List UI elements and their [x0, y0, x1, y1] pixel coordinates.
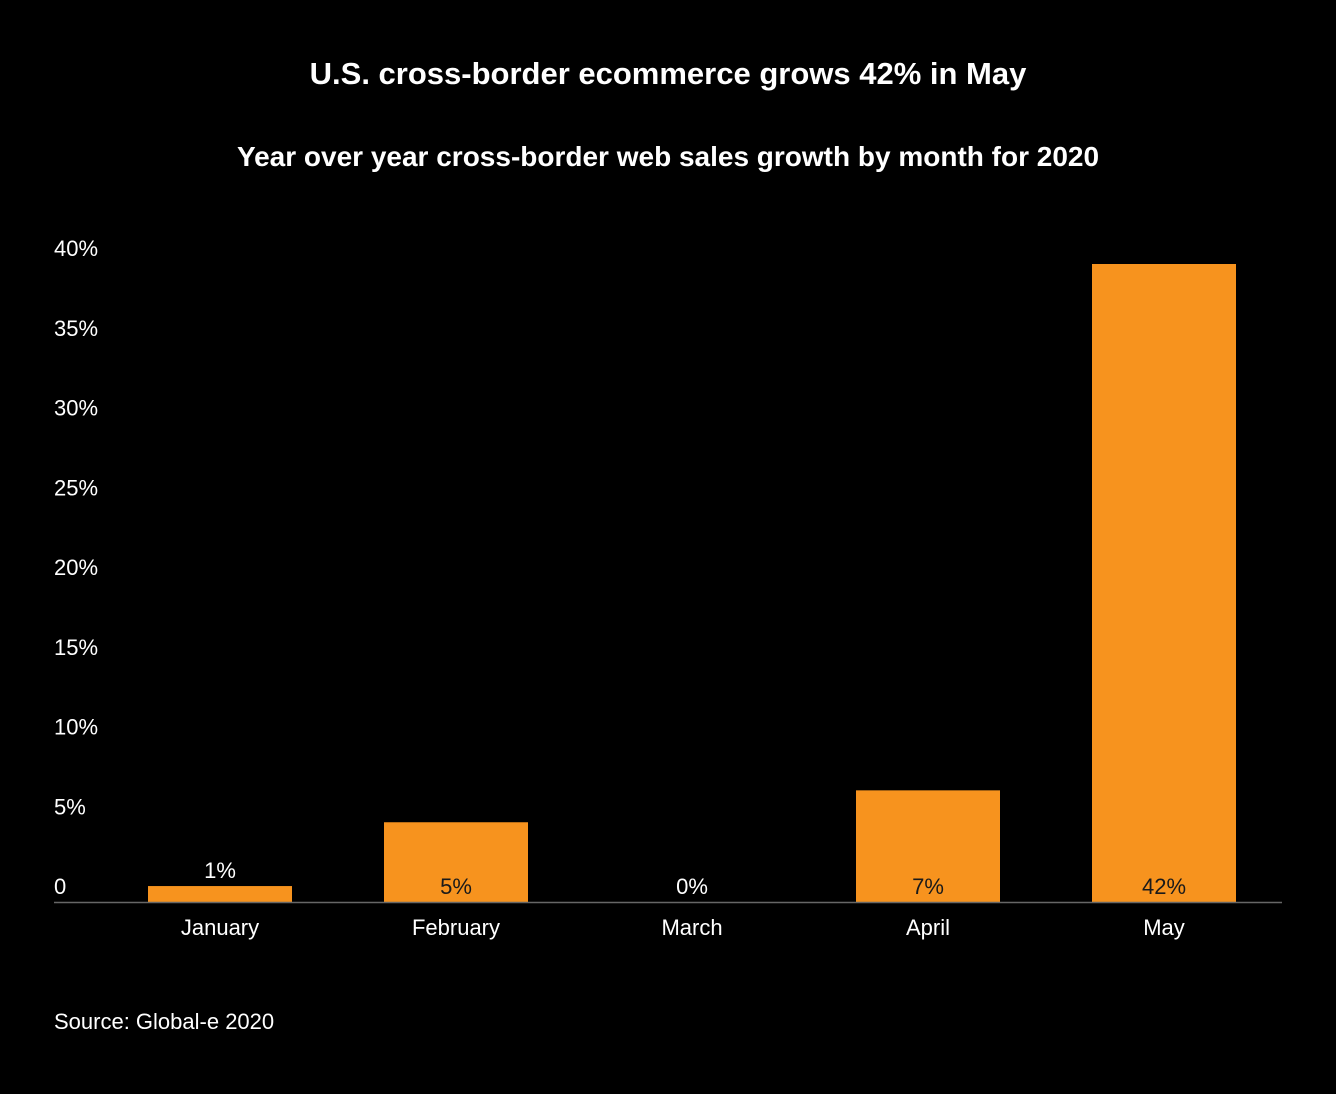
data-label: 7%	[912, 874, 944, 899]
data-label: 0%	[676, 874, 708, 899]
chart-subtitle: Year over year cross-border web sales gr…	[236, 141, 1100, 172]
y-tick-label: 35%	[54, 316, 98, 341]
x-tick-label: March	[661, 915, 722, 940]
bar-may	[1092, 264, 1236, 902]
source-note: Source: Global-e 2020	[54, 1009, 275, 1034]
data-label: 42%	[1142, 874, 1186, 899]
data-label: 5%	[440, 874, 472, 899]
bar-april	[856, 790, 1000, 902]
y-tick-label: 40%	[54, 236, 98, 261]
y-tick-label: 15%	[54, 635, 98, 660]
bar-february	[384, 822, 528, 902]
bar-january	[148, 886, 292, 902]
x-tick-label: January	[181, 915, 259, 940]
y-tick-label: 25%	[54, 475, 98, 500]
y-tick-label: 5%	[54, 794, 86, 819]
y-tick-label: 20%	[54, 555, 98, 580]
y-tick-label: 30%	[54, 396, 98, 421]
data-label: 1%	[204, 858, 236, 883]
x-tick-label: May	[1143, 915, 1185, 940]
x-tick-label: February	[412, 915, 500, 940]
chart-title: U.S. cross-border ecommerce grows 42% in…	[309, 56, 1027, 91]
y-tick-label: 10%	[54, 715, 98, 740]
x-tick-label: April	[906, 915, 950, 940]
y-tick-label: 0	[54, 874, 66, 899]
